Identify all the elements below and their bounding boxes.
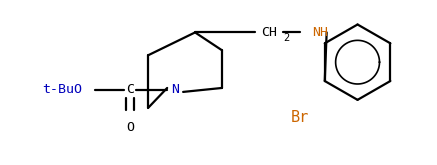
Text: Br: Br <box>291 110 309 125</box>
Text: 2: 2 <box>284 33 290 43</box>
Text: t-BuO: t-BuO <box>42 83 83 96</box>
Text: NH: NH <box>312 26 328 39</box>
Text: O: O <box>126 121 134 134</box>
Text: C: C <box>126 83 134 96</box>
Text: N: N <box>171 83 179 96</box>
Text: CH: CH <box>261 26 277 39</box>
